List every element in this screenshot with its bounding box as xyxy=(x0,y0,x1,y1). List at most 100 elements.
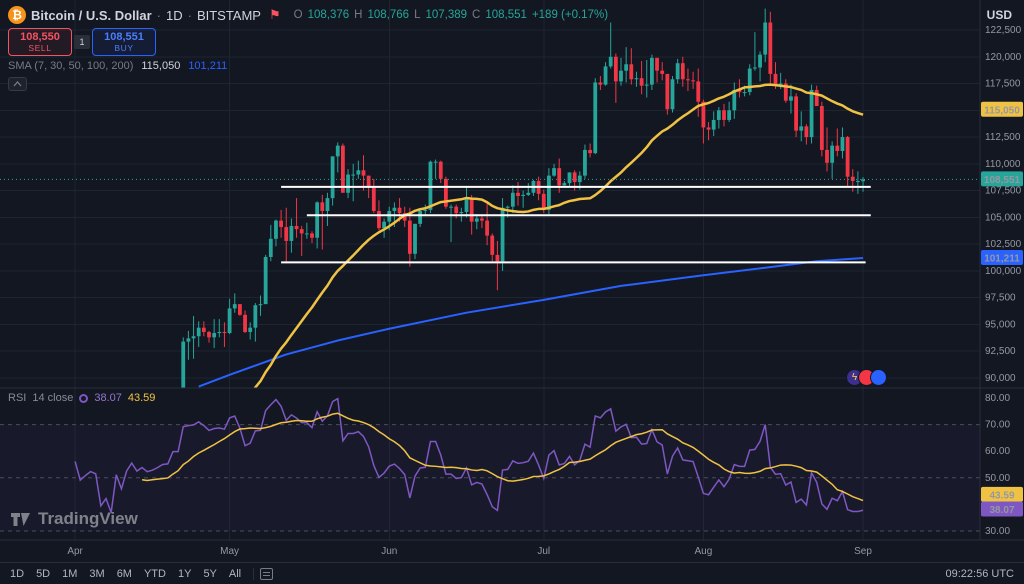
toolbar-divider xyxy=(253,567,255,580)
svg-text:102,500: 102,500 xyxy=(985,239,1022,250)
svg-text:38.07: 38.07 xyxy=(989,505,1014,516)
svg-text:120,000: 120,000 xyxy=(985,52,1022,63)
clock-utc[interactable]: 09:22:56 UTC xyxy=(945,567,1014,580)
svg-text:60.00: 60.00 xyxy=(985,446,1010,457)
svg-text:80.00: 80.00 xyxy=(985,393,1010,404)
rsi-value: 38.07 xyxy=(94,392,122,404)
rsi-tag: 43.59 xyxy=(981,486,1023,502)
currency-toggle-button[interactable]: USD xyxy=(986,8,1012,22)
open-value: 108,376 xyxy=(307,9,350,21)
sell-button[interactable]: 108,550 SELL xyxy=(8,28,72,56)
go-to-date-icon[interactable] xyxy=(260,567,274,580)
range-6m[interactable]: 6M xyxy=(116,567,132,580)
svg-text:43.59: 43.59 xyxy=(989,490,1014,501)
svg-text:101,211: 101,211 xyxy=(984,253,1020,264)
sma-value-2: 101,211 xyxy=(188,60,228,72)
svg-text:105,000: 105,000 xyxy=(985,212,1022,223)
sell-label: SELL xyxy=(28,43,52,53)
separator: · xyxy=(187,7,192,23)
watermark-text: TradingView xyxy=(38,509,138,528)
sma-30-line xyxy=(253,83,864,388)
low-value: 107,389 xyxy=(425,9,468,21)
price-axis[interactable] xyxy=(980,0,1024,540)
high-label: H xyxy=(354,9,363,21)
svg-text:108,551: 108,551 xyxy=(984,175,1021,186)
range-1d[interactable]: 1D xyxy=(10,567,25,580)
candles-layer xyxy=(181,8,865,388)
range-5d[interactable]: 5D xyxy=(36,567,51,580)
rsi-name: RSI xyxy=(8,392,27,404)
svg-text:100,000: 100,000 xyxy=(985,266,1022,277)
event-badges: ϟ xyxy=(846,369,887,386)
rsi-legend[interactable]: RSI 14 close 38.07 43.59 xyxy=(8,392,155,404)
range-all[interactable]: All xyxy=(228,567,242,580)
svg-text:92,500: 92,500 xyxy=(985,346,1016,357)
price-chart[interactable]: 122,500120,000117,500115,000112,500110,0… xyxy=(0,0,1024,562)
svg-text:107,500: 107,500 xyxy=(985,186,1022,197)
svg-text:30.00: 30.00 xyxy=(985,526,1010,537)
svg-text:Jun: Jun xyxy=(381,546,397,557)
change-value: +189 (+0.17%) xyxy=(531,9,609,21)
bitcoin-icon: ₿ xyxy=(8,6,26,24)
symbol-title[interactable]: Bitcoin / U.S. Dollar xyxy=(31,7,152,23)
svg-text:97,500: 97,500 xyxy=(985,293,1016,304)
ohlc-values: O 108,376 H 108,766 L 107,389 C 108,551 … xyxy=(294,9,608,21)
sell-price: 108,550 xyxy=(20,31,60,43)
flag-icon[interactable]: ⚑ xyxy=(268,7,281,22)
separator: · xyxy=(156,7,161,23)
svg-text:Sep: Sep xyxy=(854,546,872,557)
buy-button[interactable]: 108,551 BUY xyxy=(92,28,156,56)
open-label: O xyxy=(293,9,303,21)
trade-panel: 108,550 SELL 1 108,551 BUY xyxy=(8,28,156,56)
svg-text:117,500: 117,500 xyxy=(985,79,1021,90)
sma-value-1: 115,050 xyxy=(141,60,181,72)
time-axis[interactable] xyxy=(0,540,1024,562)
bottom-toolbar: 1D 5D 1M 3M 6M YTD 1Y 5Y All 09:22:56 UT… xyxy=(0,562,1024,584)
buy-price: 108,551 xyxy=(104,31,144,43)
range-1y[interactable]: 1Y xyxy=(177,567,192,580)
chevron-up-icon xyxy=(13,81,22,87)
range-ytd[interactable]: YTD xyxy=(143,567,166,580)
grid xyxy=(0,0,980,540)
sma-200-line xyxy=(198,256,864,388)
tradingview-watermark[interactable]: TradingView xyxy=(10,509,138,529)
interval-label[interactable]: 1D xyxy=(165,7,183,23)
blue-event-icon[interactable] xyxy=(870,369,887,386)
rsi-ring-icon xyxy=(79,393,89,403)
svg-text:115,050: 115,050 xyxy=(984,105,1020,116)
range-5y[interactable]: 5Y xyxy=(203,567,217,580)
price-tag: 115,050 xyxy=(981,101,1023,117)
range-1m[interactable]: 1M xyxy=(62,567,78,580)
svg-text:Aug: Aug xyxy=(695,546,713,557)
svg-text:Jul: Jul xyxy=(537,546,550,557)
sma-label: SMA (7, 30, 50, 100, 200) xyxy=(8,60,134,72)
high-value: 108,766 xyxy=(367,9,410,21)
tradingview-logo-icon xyxy=(11,512,30,526)
low-label: L xyxy=(414,9,421,21)
svg-text:50.00: 50.00 xyxy=(985,473,1010,484)
price-tag: 108,551 xyxy=(981,171,1023,187)
svg-text:90,000: 90,000 xyxy=(985,373,1016,384)
svg-text:112,500: 112,500 xyxy=(985,132,1021,143)
svg-text:122,500: 122,500 xyxy=(985,25,1022,36)
buy-label: BUY xyxy=(114,43,134,53)
close-label: C xyxy=(472,9,481,21)
range-3m[interactable]: 3M xyxy=(89,567,105,580)
rsi-ma-line xyxy=(141,412,864,502)
svg-text:70.00: 70.00 xyxy=(985,420,1010,431)
exchange-label[interactable]: BITSTAMP xyxy=(196,7,261,23)
rsi-tag: 38.07 xyxy=(981,501,1023,517)
svg-text:110,000: 110,000 xyxy=(985,159,1021,170)
collapse-legend-button[interactable] xyxy=(8,77,27,91)
price-tag: 101,211 xyxy=(981,249,1023,265)
svg-text:May: May xyxy=(220,546,239,557)
spread-value: 1 xyxy=(74,35,90,49)
rsi-layer xyxy=(74,397,864,513)
close-value: 108,551 xyxy=(485,9,527,21)
sma-legend[interactable]: SMA (7, 30, 50, 100, 200) 115,050 101,21… xyxy=(8,60,227,72)
rsi-params: 14 close xyxy=(32,392,74,404)
svg-text:Apr: Apr xyxy=(67,546,83,557)
rsi-ma-value: 43.59 xyxy=(127,392,156,404)
svg-text:95,000: 95,000 xyxy=(985,319,1016,330)
